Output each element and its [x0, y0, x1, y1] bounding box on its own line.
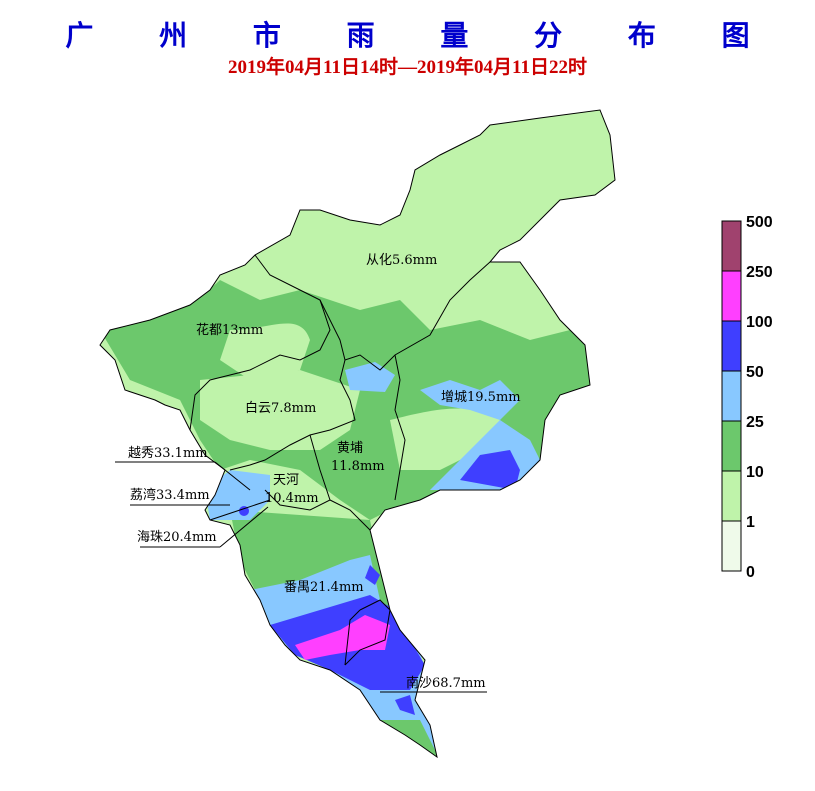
boundary-huangpu — [329, 499, 371, 531]
label-tianhe-value: 10.4mm — [265, 491, 319, 506]
label-haizhu: 海珠20.4mm — [137, 530, 217, 545]
zone-1-10-baiyun — [200, 370, 360, 450]
legend-swatch-0-1 — [721, 520, 742, 572]
label-zengcheng: 增城19.5mm — [441, 390, 521, 405]
label-huangpu-value: 11.8mm — [331, 459, 385, 474]
legend-tick-25: 25 — [746, 414, 764, 431]
legend-swatch-25-50 — [721, 370, 742, 422]
zone-25-50-north — [345, 362, 395, 392]
legend-tick-250: 250 — [746, 264, 773, 281]
zone-50-100-liwan — [239, 506, 249, 516]
zone-25-50-city — [205, 470, 270, 520]
zone-50-100-panyu — [365, 565, 380, 585]
label-tianhe: 天河 — [273, 473, 299, 488]
leader-yuexiu-diag — [214, 461, 251, 491]
zone-50-100-east — [460, 450, 520, 490]
legend-swatch-10-25 — [721, 420, 742, 472]
legend-tick-0: 0 — [746, 564, 755, 581]
label-panyu: 番禺21.4mm — [284, 580, 364, 595]
zone-50-100-nansha — [395, 695, 415, 715]
boundary-zengcheng — [394, 354, 406, 501]
zone-1-10-zengcheng — [390, 408, 500, 470]
label-huangpu: 黄埔 — [337, 441, 363, 456]
label-conghua: 从化5.6mm — [366, 253, 437, 268]
legend-tick-10: 10 — [746, 464, 764, 481]
legend-tick-500: 500 — [746, 214, 773, 231]
boundary-conghua — [319, 261, 491, 371]
zone-1-10-huadu — [220, 323, 310, 380]
district-labels: 从化5.6mm 花都13mm 增城19.5mm 白云7.8mm 黄埔 11.8m… — [128, 253, 521, 691]
map-title: 广 州 市 雨 量 分 布 图 — [65, 19, 778, 52]
boundary-tianhe — [264, 434, 331, 511]
label-huadu: 花都13mm — [196, 322, 263, 338]
leader-lines — [115, 461, 487, 693]
legend-swatch-50-100 — [721, 320, 742, 372]
boundary-haizhu — [209, 499, 271, 521]
legend-tick-1: 1 — [746, 514, 755, 531]
legend-swatch-100-250 — [721, 270, 742, 322]
zone-100-250 — [295, 615, 390, 660]
label-baiyun: 白云7.8mm — [245, 400, 316, 416]
map-subtitle: 2019年04月11日14时—2019年04月11日22时 — [228, 57, 587, 78]
legend-tick-100: 100 — [746, 314, 773, 331]
label-liwan: 荔湾33.4mm — [130, 487, 210, 503]
label-nansha: 南沙68.7mm — [406, 675, 486, 691]
district-boundaries — [189, 254, 491, 666]
boundary-nansha — [344, 599, 391, 666]
legend-tick-50: 50 — [746, 364, 764, 381]
boundary-huadu-baiyun — [189, 254, 331, 431]
label-yuexiu: 越秀33.1mm — [128, 446, 208, 461]
leader-haizhu-diag — [219, 506, 269, 548]
color-legend: 0 1 10 25 50 100 250 500 — [721, 214, 773, 581]
legend-swatch-250-500 — [721, 220, 742, 272]
zone-25-50-zengcheng — [420, 380, 520, 420]
boundary-baiyun-south — [229, 359, 356, 471]
legend-swatch-1-10 — [721, 470, 742, 522]
boundary-nansha-west — [344, 609, 361, 666]
